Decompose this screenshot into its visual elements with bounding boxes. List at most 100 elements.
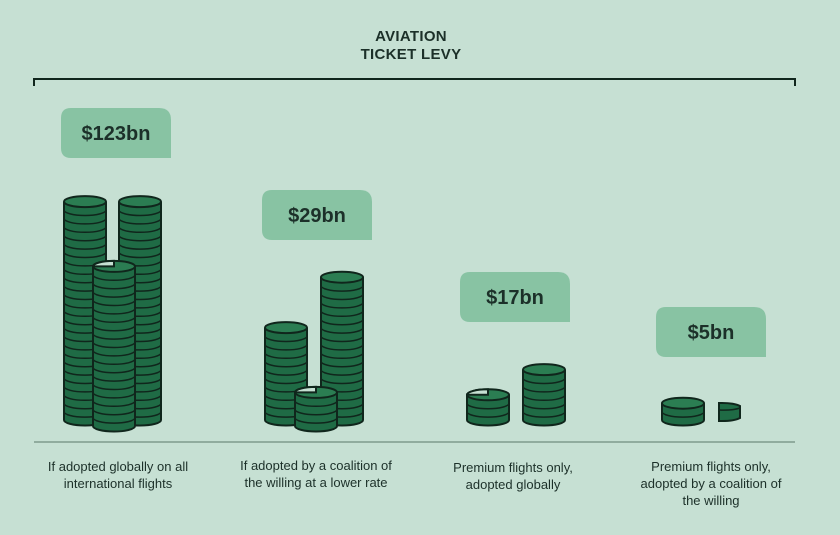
bar-2-stack-left-top: [264, 321, 308, 335]
bar-1-stack-front-coin-edge: [92, 299, 136, 307]
bar-3-stack-right-top: [522, 363, 566, 377]
value-label-4-bg: [656, 307, 766, 357]
bar-1-stack-left-coin-edge: [63, 243, 107, 250]
category-label-2-line-2: the willing at a lower rate: [244, 475, 388, 490]
bar-3-stack-right-coin-edge: [522, 377, 566, 385]
bar-3-stack-right: [522, 363, 566, 427]
category-label-1-line-1: If adopted globally on all: [47, 459, 189, 474]
bar-4-partial-coin-edge: [718, 407, 741, 411]
bar-2-stack-left-coin-edge: [264, 377, 308, 385]
category-label-2-line-1: If adopted by a coalition of: [240, 458, 392, 473]
bar-1-stack-front-body: [92, 266, 136, 433]
bar-1-stack-left-coin-edge: [63, 209, 107, 217]
bar-1-stack-front-coin-edge: [92, 274, 136, 282]
bar-2-stack-front-coin-edge: [294, 417, 338, 424]
bar-2-stack-left-coin-edge: [264, 344, 308, 351]
bar-2-stack-right-coin-edge: [320, 335, 364, 343]
bar-1-stack-front-top-cut: [91, 259, 115, 268]
bar-1-stack-front: [91, 259, 136, 433]
bar-2-stack-right-coin-edge: [320, 293, 364, 301]
bar-2-stack-right-coin-edge: [320, 302, 364, 309]
category-label-3: Premium flights only, adopted globally: [418, 459, 608, 493]
bar-1-stack-right-coin-edge: [118, 209, 162, 217]
bar-3-stack-left-coin-edge: [466, 411, 510, 418]
bar-4: [661, 396, 741, 427]
value-label-2-bg: [262, 190, 372, 240]
bar-1-stack-front-coin-edge: [92, 358, 136, 366]
bar-2-stack-right-coin-edge: [320, 318, 364, 326]
chart-title: AVIATION TICKET LEVY: [0, 28, 822, 64]
bar-1-stack-right-coin-edge: [118, 226, 162, 234]
chart-title-line-2: TICKET LEVY: [360, 46, 462, 63]
bar-4-stack-left-coin-edge: [661, 411, 705, 418]
value-label-2: $29bn: [288, 205, 346, 227]
category-label-4-line-3: the willing: [682, 493, 740, 508]
category-label-3-line-2: adopted globally: [465, 477, 561, 492]
bar-4-stack-left-top: [661, 396, 705, 410]
bar-1-stack-front-coin-edge: [92, 291, 136, 298]
category-label-3-line-1: Premium flights only,: [453, 460, 573, 475]
bar-3-stack-right-body: [522, 369, 566, 427]
bar-2-stack-front: [293, 385, 338, 433]
bar-2-stack-right-coin-edge: [320, 377, 364, 385]
value-label-3: $17bn: [486, 287, 544, 309]
value-label-3-group: $17bn: [460, 272, 570, 322]
chart-title-line-1: AVIATION: [375, 28, 447, 45]
bar-2-stack-right-coin-edge: [320, 344, 364, 351]
bar-1-stack-front-coin-edge: [92, 366, 136, 374]
bar-1-stack-front-coin-edge: [92, 282, 136, 290]
value-label-1-group: $123bn: [61, 108, 171, 158]
bar-1-stack-front-coin-edge: [92, 324, 136, 332]
bar-1-stack-front-coin-edge: [92, 392, 136, 399]
bar-3-stack-left-body: [466, 394, 510, 427]
bar-2-stack-front-coin-edge: [294, 400, 338, 408]
value-label-1-bg: [61, 108, 171, 158]
bar-1-stack-front-coin-edge: [92, 417, 136, 424]
bar-1-stack-front-coin-edge: [92, 308, 136, 315]
bar-4-stack-left: [661, 396, 705, 427]
bar-1-stack-right-coin-edge: [118, 218, 162, 225]
category-label-4-line-1: Premium flights only,: [651, 459, 771, 474]
bar-2-stack-right-coin-edge: [320, 369, 364, 376]
bar-1-stack-front-coin-edge: [92, 316, 136, 324]
bar-1-stack-left-top: [63, 195, 107, 209]
bar-2-stack-left-coin-edge: [264, 335, 308, 343]
value-label-2-group: $29bn: [262, 190, 372, 240]
bar-1: [63, 195, 162, 433]
bar-2-stack-left-coin-edge: [264, 369, 308, 376]
bar-2-stack-front-coin-edge: [294, 408, 338, 416]
bar-1-stack-right-coin-edge: [118, 234, 162, 242]
bar-3-stack-left-coin-edge: [466, 402, 510, 410]
value-label-1: $123bn: [82, 123, 151, 145]
bar-2-stack-left-coin-edge: [264, 352, 308, 360]
bar-3-stack-left-top-cut: [465, 388, 489, 396]
title-bracket: [33, 78, 796, 86]
bar-1-stack-front-coin-edge: [92, 341, 136, 349]
bar-1-stack-left-coin-edge: [63, 234, 107, 242]
bar-1-stack-front-coin-edge: [92, 375, 136, 382]
bar-2-stack-right-coin-edge: [320, 360, 364, 368]
bar-2: [264, 270, 364, 433]
bar-1-stack-right-coin-edge: [118, 251, 162, 259]
bar-1-stack-right-top: [118, 195, 162, 209]
category-label-1: If adopted globally on all international…: [23, 458, 213, 492]
bar-1-stack-front-coin-edge: [92, 400, 136, 408]
category-label-1-line-2: international flights: [63, 476, 173, 491]
bar-4-partial-coin: [718, 401, 741, 423]
bar-1-stack-left-coin-edge: [63, 218, 107, 225]
bar-1-stack-right-coin-edge: [118, 243, 162, 250]
bar-1-stack-front-coin-edge: [92, 383, 136, 391]
bar-2-stack-right-coin-edge: [320, 310, 364, 318]
bar-2-stack-right-top: [320, 270, 364, 284]
bar-2-stack-left-coin-edge: [264, 360, 308, 368]
bar-3: [465, 363, 566, 427]
bar-1-stack-front-coin-edge: [92, 350, 136, 357]
category-label-4: Premium flights only, adopted by a coali…: [616, 458, 806, 509]
bar-3-stack-right-coin-edge: [522, 386, 566, 393]
bar-3-stack-right-coin-edge: [522, 402, 566, 410]
bar-1-stack-left-coin-edge: [63, 251, 107, 259]
bar-1-stack-front-coin-edge: [92, 333, 136, 340]
bar-2-stack-right-coin-edge: [320, 327, 364, 334]
bar-1-stack-front-coin-edge: [92, 408, 136, 416]
